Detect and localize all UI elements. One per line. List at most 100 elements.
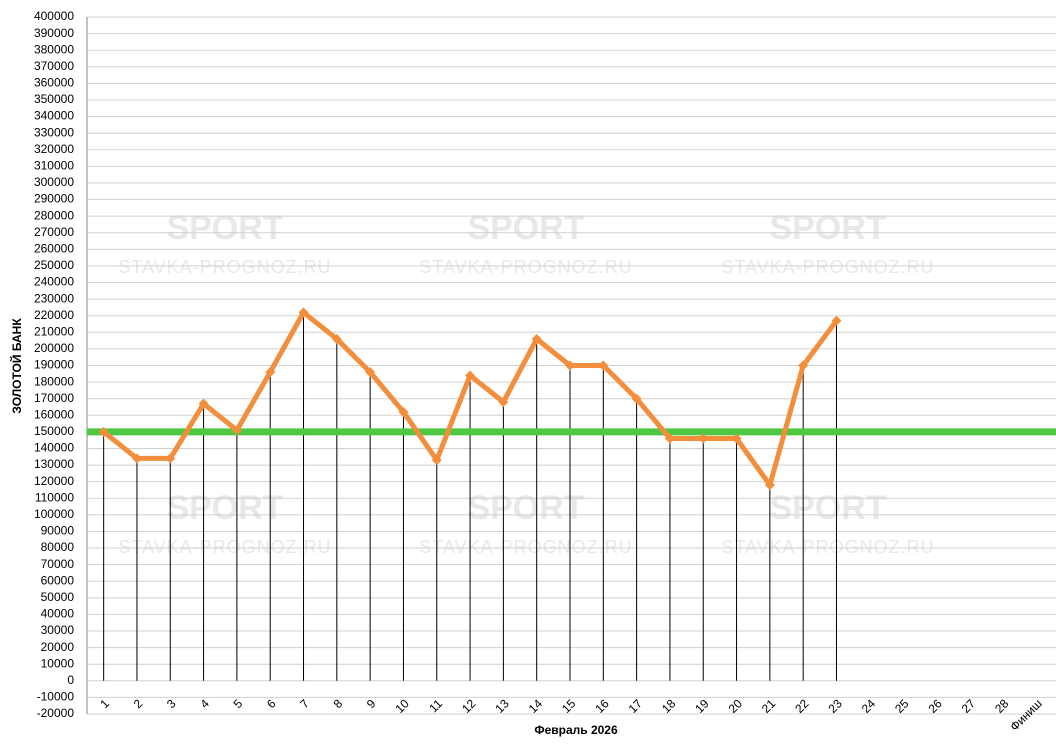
x-tick-label: 23: [826, 696, 846, 716]
y-tick-label: 290000: [34, 192, 74, 206]
x-tick-label: Финиш: [1007, 696, 1044, 733]
x-tick-label: 5: [231, 696, 246, 711]
y-tick-label: 220000: [34, 308, 74, 322]
y-tick-label: 150000: [34, 424, 74, 438]
x-tick-label: 27: [959, 696, 979, 716]
watermark: STAVKA-PROGNOZ.RU: [118, 257, 331, 277]
point-marker: [631, 393, 642, 404]
x-tick-label: 24: [859, 696, 879, 716]
y-tick-label: 130000: [34, 457, 74, 471]
point-marker: [798, 360, 809, 371]
y-tick-label: 260000: [34, 242, 74, 256]
point-marker: [131, 453, 142, 464]
x-tick-label: 20: [726, 696, 746, 716]
point-marker: [331, 333, 342, 344]
y-tick-label: 180000: [34, 374, 74, 388]
watermark: STAVKA-PROGNOZ.RU: [419, 257, 632, 277]
x-tick-label: 19: [692, 696, 712, 716]
y-tick-label: 200000: [34, 341, 74, 355]
y-tick-label: 330000: [34, 125, 74, 139]
watermark: STAVKA-PROGNOZ.RU: [721, 257, 934, 277]
point-marker: [664, 433, 675, 444]
y-tick-label: 40000: [41, 607, 75, 621]
y-tick-label: 110000: [35, 490, 74, 504]
y-tick-label: 340000: [34, 109, 74, 123]
x-tick-label: 16: [592, 696, 612, 716]
watermark: SPORT: [467, 489, 584, 527]
watermark: SPORT: [166, 489, 283, 527]
x-tick-label: 4: [197, 696, 212, 711]
point-marker: [431, 455, 442, 466]
y-axis-label: ЗОЛОТОЙ БАНК: [9, 318, 24, 414]
x-tick-label: 26: [925, 696, 945, 716]
x-axis-label: Февраль 2026: [534, 723, 618, 737]
y-tick-label: 140000: [34, 441, 74, 455]
y-tick-label: 170000: [34, 391, 74, 405]
x-tick-label: 11: [426, 696, 445, 715]
x-tick-label: 13: [492, 696, 512, 716]
x-tick-label: 18: [659, 696, 679, 716]
y-tick-label: 400000: [34, 9, 74, 23]
y-tick-label: 310000: [34, 159, 74, 173]
watermark: SPORT: [769, 209, 886, 247]
y-tick-label: 70000: [41, 557, 75, 571]
y-tick-label: -10000: [37, 690, 75, 704]
y-tick-label: 30000: [41, 623, 75, 637]
point-marker: [398, 406, 409, 417]
y-tick-label: 60000: [41, 573, 75, 587]
y-tick-label: 320000: [34, 142, 74, 156]
point-marker: [265, 367, 276, 378]
watermark: SPORT: [467, 209, 584, 247]
y-tick-label: 280000: [34, 208, 74, 222]
y-tick-label: 240000: [34, 275, 74, 289]
y-tick-label: 0: [67, 673, 74, 687]
point-marker: [565, 360, 575, 371]
y-tick-label: 350000: [34, 92, 74, 106]
point-marker: [731, 433, 742, 444]
y-tick-label: 370000: [34, 59, 74, 73]
watermark: STAVKA-PROGNOZ.RU: [721, 537, 934, 557]
point-marker: [831, 315, 842, 326]
point-marker: [98, 426, 109, 437]
point-marker: [498, 397, 509, 408]
point-marker: [764, 479, 775, 490]
point-marker: [365, 367, 376, 378]
y-tick-label: -20000: [37, 706, 75, 720]
point-marker: [698, 433, 709, 444]
point-marker: [198, 398, 209, 409]
x-tick-label: 2: [131, 696, 146, 711]
x-tick-label: 22: [792, 696, 812, 716]
y-tick-label: 20000: [41, 640, 75, 654]
x-tick-label: 6: [264, 696, 279, 711]
x-tick-label: 7: [297, 696, 312, 711]
y-tick-label: 190000: [34, 358, 74, 372]
watermark: SPORT: [166, 209, 283, 247]
y-tick-label: 90000: [41, 524, 75, 538]
point-marker: [298, 307, 309, 318]
x-tick-label: 1: [97, 696, 112, 711]
x-tick-label: 14: [526, 696, 546, 716]
point-marker: [465, 370, 476, 381]
point-marker: [231, 425, 242, 436]
y-tick-label: 230000: [34, 291, 74, 305]
y-tick-label: 390000: [34, 26, 74, 40]
y-tick-label: 50000: [41, 590, 75, 604]
y-tick-label: 160000: [34, 407, 74, 421]
x-tick-label: 15: [559, 696, 579, 716]
x-tick-label: 12: [459, 696, 479, 716]
x-tick-label: 28: [992, 696, 1012, 716]
x-tick-label: 9: [364, 696, 379, 711]
point-marker: [598, 360, 609, 371]
x-tick-label: 25: [892, 696, 912, 716]
y-tick-label: 120000: [34, 474, 74, 488]
y-tick-label: 300000: [34, 175, 74, 189]
watermark: SPORT: [769, 489, 886, 527]
y-tick-label: 80000: [41, 540, 75, 554]
y-tick-label: 100000: [34, 507, 74, 521]
y-tick-label: 270000: [34, 225, 74, 239]
x-tick-label: 21: [759, 696, 779, 716]
x-tick-label: 8: [331, 696, 346, 711]
y-tick-label: 250000: [34, 258, 74, 272]
y-tick-label: 380000: [34, 42, 74, 56]
